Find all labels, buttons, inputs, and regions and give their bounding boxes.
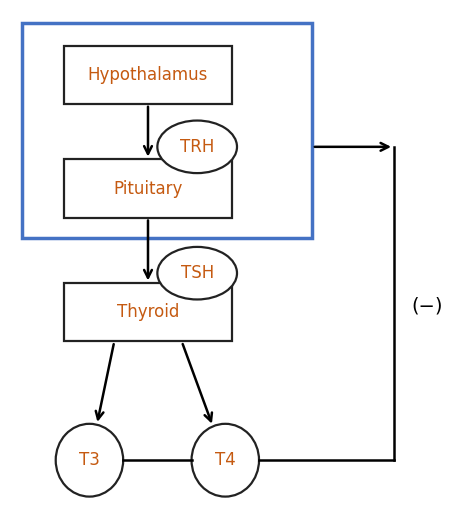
Text: Hypothalamus: Hypothalamus <box>88 66 208 84</box>
Text: TRH: TRH <box>180 138 214 156</box>
Text: Thyroid: Thyroid <box>117 304 179 321</box>
Text: T4: T4 <box>215 451 236 469</box>
Circle shape <box>56 424 123 497</box>
FancyBboxPatch shape <box>64 159 232 218</box>
Text: (−): (−) <box>411 296 442 316</box>
Ellipse shape <box>157 121 237 173</box>
Circle shape <box>191 424 259 497</box>
Text: TSH: TSH <box>181 264 214 282</box>
Ellipse shape <box>157 247 237 299</box>
Text: T3: T3 <box>79 451 100 469</box>
FancyBboxPatch shape <box>64 46 232 104</box>
Text: Pituitary: Pituitary <box>113 179 182 198</box>
FancyBboxPatch shape <box>64 283 232 341</box>
